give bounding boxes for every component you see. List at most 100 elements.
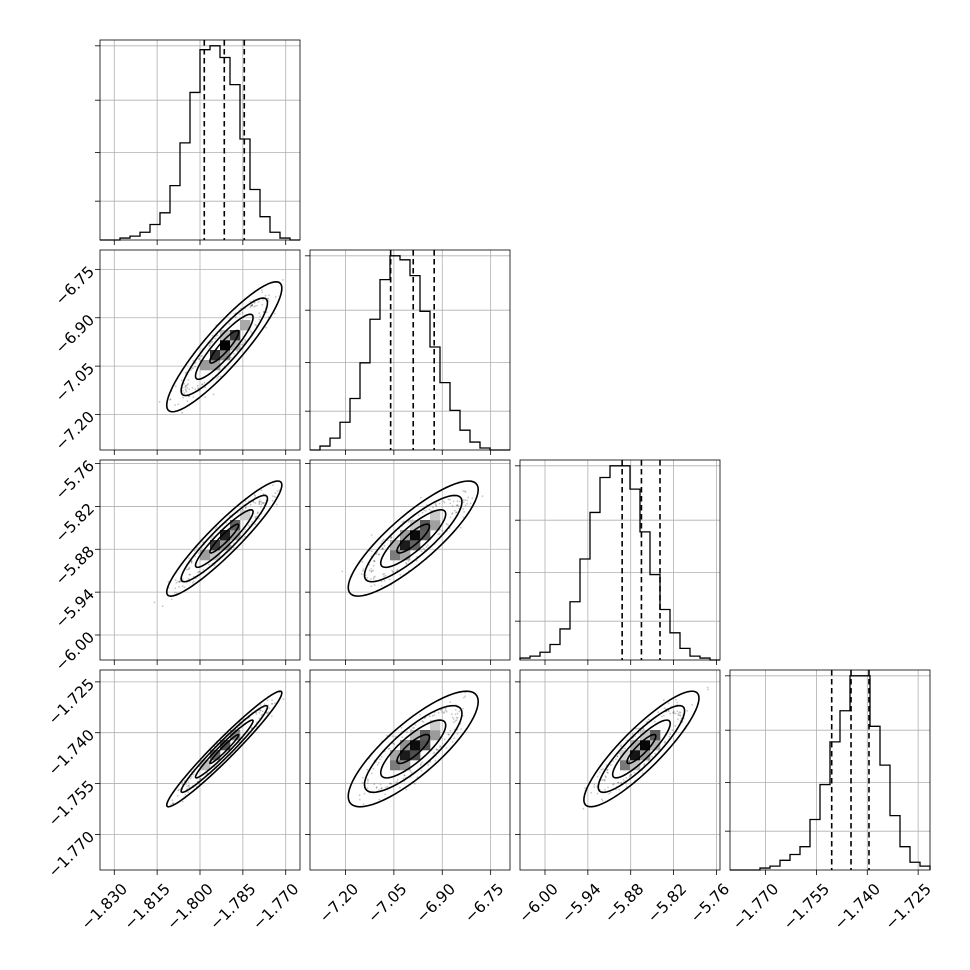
sample-point	[179, 581, 181, 583]
sample-point	[380, 787, 383, 790]
density-cell	[200, 360, 211, 371]
density-cell	[240, 320, 251, 331]
sample-point	[678, 711, 681, 713]
sample-point	[413, 783, 416, 785]
sample-point	[179, 580, 181, 583]
sample-point	[266, 712, 269, 715]
sample-point	[252, 501, 255, 504]
sample-point	[185, 390, 188, 393]
x-tick-label: −1.785	[206, 880, 259, 933]
sample-point	[282, 279, 284, 281]
sample-point	[271, 699, 273, 702]
sample-point	[606, 768, 609, 771]
sample-point	[447, 498, 450, 501]
histogram-p3	[730, 675, 931, 871]
sample-point	[370, 570, 373, 572]
sample-point	[370, 568, 373, 570]
density-cell	[220, 540, 231, 551]
sample-point	[188, 567, 191, 570]
contour-level-2	[180, 297, 269, 397]
sample-point	[370, 585, 373, 588]
sample-point	[433, 751, 436, 754]
sample-point	[607, 786, 609, 789]
sample-point	[201, 383, 204, 386]
sample-point	[215, 526, 218, 528]
x-tick-label: −1.725	[882, 880, 935, 933]
sample-point	[415, 559, 418, 562]
sample-point	[254, 502, 257, 504]
sample-point	[377, 789, 380, 791]
sample-point	[378, 553, 380, 556]
sample-point	[199, 777, 202, 780]
sample-point	[184, 793, 187, 796]
sample-point	[464, 504, 467, 507]
sample-point	[274, 492, 277, 495]
sample-point	[244, 507, 247, 509]
sample-point	[239, 313, 241, 316]
sample-point	[456, 500, 459, 503]
axes-frame	[309, 459, 511, 661]
sample-point	[372, 578, 375, 580]
panel-p1-p0: −7.20−7.05−6.90−6.75	[52, 249, 301, 455]
sample-point	[216, 377, 219, 379]
sample-point	[358, 794, 361, 797]
sample-point	[679, 714, 682, 717]
sample-point	[258, 501, 261, 503]
sample-point	[187, 785, 190, 788]
sample-point	[449, 701, 452, 704]
sample-point	[593, 786, 595, 788]
sample-point	[469, 502, 472, 505]
sample-point	[188, 557, 190, 559]
sample-point	[456, 717, 459, 719]
sample-point	[435, 504, 437, 507]
sample-point	[366, 577, 369, 579]
sample-point	[459, 526, 462, 529]
y-tick-label: −1.755	[45, 777, 98, 830]
sample-point	[190, 776, 193, 778]
sample-point	[176, 592, 178, 594]
sample-point	[435, 748, 438, 751]
sample-point	[406, 731, 408, 733]
sample-point	[453, 737, 456, 740]
density-cell	[240, 510, 251, 521]
sample-point	[452, 721, 455, 724]
sample-point	[399, 573, 402, 576]
sample-point	[262, 502, 264, 504]
sample-point	[433, 714, 436, 716]
contour-level-1	[379, 719, 447, 779]
sample-point	[643, 764, 646, 766]
sample-point	[272, 484, 274, 486]
contour-level-1	[194, 508, 254, 569]
sample-point	[169, 398, 172, 401]
sample-point	[183, 392, 186, 394]
sample-point	[443, 738, 446, 741]
sample-point	[383, 544, 386, 547]
sample-point	[229, 544, 232, 547]
sample-point	[373, 783, 376, 785]
sample-point	[204, 386, 207, 389]
sample-point	[372, 569, 374, 572]
sample-point	[598, 771, 601, 774]
sample-point	[375, 786, 378, 789]
sample-point	[258, 312, 261, 315]
sample-point	[438, 502, 441, 505]
contour-level-3	[165, 280, 283, 413]
sample-point	[377, 761, 380, 764]
sample-point	[186, 387, 189, 389]
sample-point	[251, 303, 254, 306]
sample-point	[654, 752, 656, 755]
sample-point	[677, 714, 680, 716]
sample-point	[201, 383, 203, 386]
sample-point	[262, 311, 265, 313]
sample-point	[443, 712, 445, 714]
sample-point	[443, 501, 446, 504]
sample-point	[437, 748, 439, 751]
sample-point	[196, 384, 199, 387]
sample-point	[663, 707, 666, 709]
sample-point	[181, 577, 184, 580]
sample-point	[181, 781, 184, 784]
density-cell	[410, 530, 421, 541]
sample-point	[361, 781, 364, 784]
sample-point	[382, 547, 384, 550]
x-tick-label: −1.815	[121, 880, 174, 933]
